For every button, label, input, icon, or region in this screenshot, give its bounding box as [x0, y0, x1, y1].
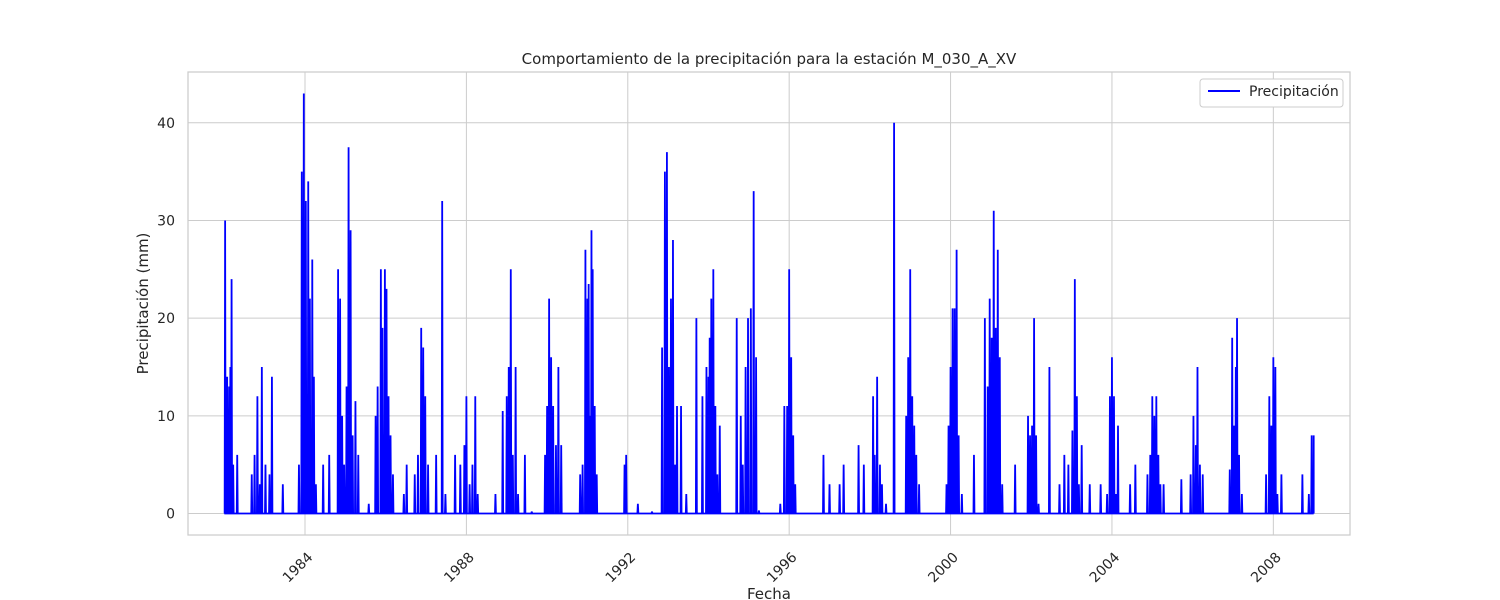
legend-box [1199, 78, 1344, 108]
y-tick-label: 10 [157, 409, 175, 425]
y-tick-label: 20 [157, 311, 175, 327]
legend-label-precipitacion: Precipitación [1249, 84, 1339, 100]
y-tick-labels: 0 10 20 30 40 [157, 116, 175, 523]
y-tick-label: 0 [166, 507, 175, 523]
y-tick-label: 30 [157, 213, 175, 229]
x-axis-label: Fecha [747, 585, 791, 600]
series-layer [223, 93, 1315, 515]
y-tick-label: 40 [157, 116, 175, 132]
legend: Precipitación [1199, 78, 1344, 108]
series-line-precipitacion [223, 93, 1315, 515]
y-axis-label: Precipitación (mm) [134, 233, 152, 375]
plot-frame [187, 71, 1351, 536]
chart-title: Comportamiento de la precipitación para … [522, 50, 1017, 69]
